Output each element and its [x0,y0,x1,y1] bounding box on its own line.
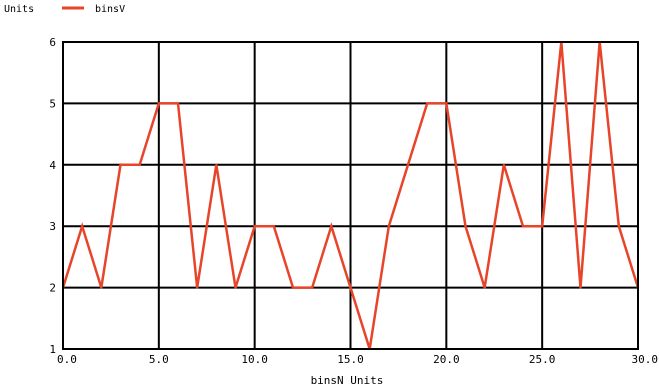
data-point [579,286,582,289]
data-point [522,225,524,228]
data-point [483,286,486,289]
data-point [464,225,467,228]
data-points [62,41,639,350]
y-tick-label: 6 [49,36,56,49]
x-tick-label: 15.0 [337,353,364,366]
data-point [196,286,199,289]
legend-label-binsv: binsV [95,4,125,15]
y-tick-label: 3 [49,220,56,233]
x-tick-label: 30.0 [632,353,659,366]
y-axis-label: Units [4,4,34,15]
x-tick-label: 0.0 [57,353,77,366]
x-tick-label: 25.0 [529,353,556,366]
data-point [234,286,237,289]
legend: Units binsV [4,4,125,15]
data-point [617,225,620,228]
x-tick-label: 20.0 [433,353,460,366]
data-point [445,102,448,105]
data-point [387,225,390,228]
plot-frame [62,41,639,350]
data-point [330,225,333,228]
y-tick-label: 2 [49,282,56,295]
x-tick-label: 5.0 [149,353,169,366]
data-point [157,102,160,105]
y-tick-label: 1 [49,343,56,356]
x-tick-label: 10.0 [241,353,268,366]
data-point [272,225,275,228]
data-point [541,225,544,228]
data-point [349,286,352,289]
data-point [311,286,314,289]
data-point [292,286,294,289]
data-point [138,163,141,166]
data-point [426,102,429,105]
tick-labels: 0.0 5.0 10.0 15.0 20.0 25.0 30.0 1 2 3 4 5 6 [49,36,658,366]
y-tick-label: 4 [49,159,56,172]
data-point [100,286,103,289]
data-point [215,163,218,166]
data-point [81,225,84,228]
data-point [119,163,122,166]
y-tick-label: 5 [49,97,56,110]
grid [62,41,639,350]
data-point [177,102,179,105]
data-point [253,225,256,228]
x-axis-label: binsN Units [311,374,384,387]
data-point [502,163,505,166]
data-point [407,163,409,166]
